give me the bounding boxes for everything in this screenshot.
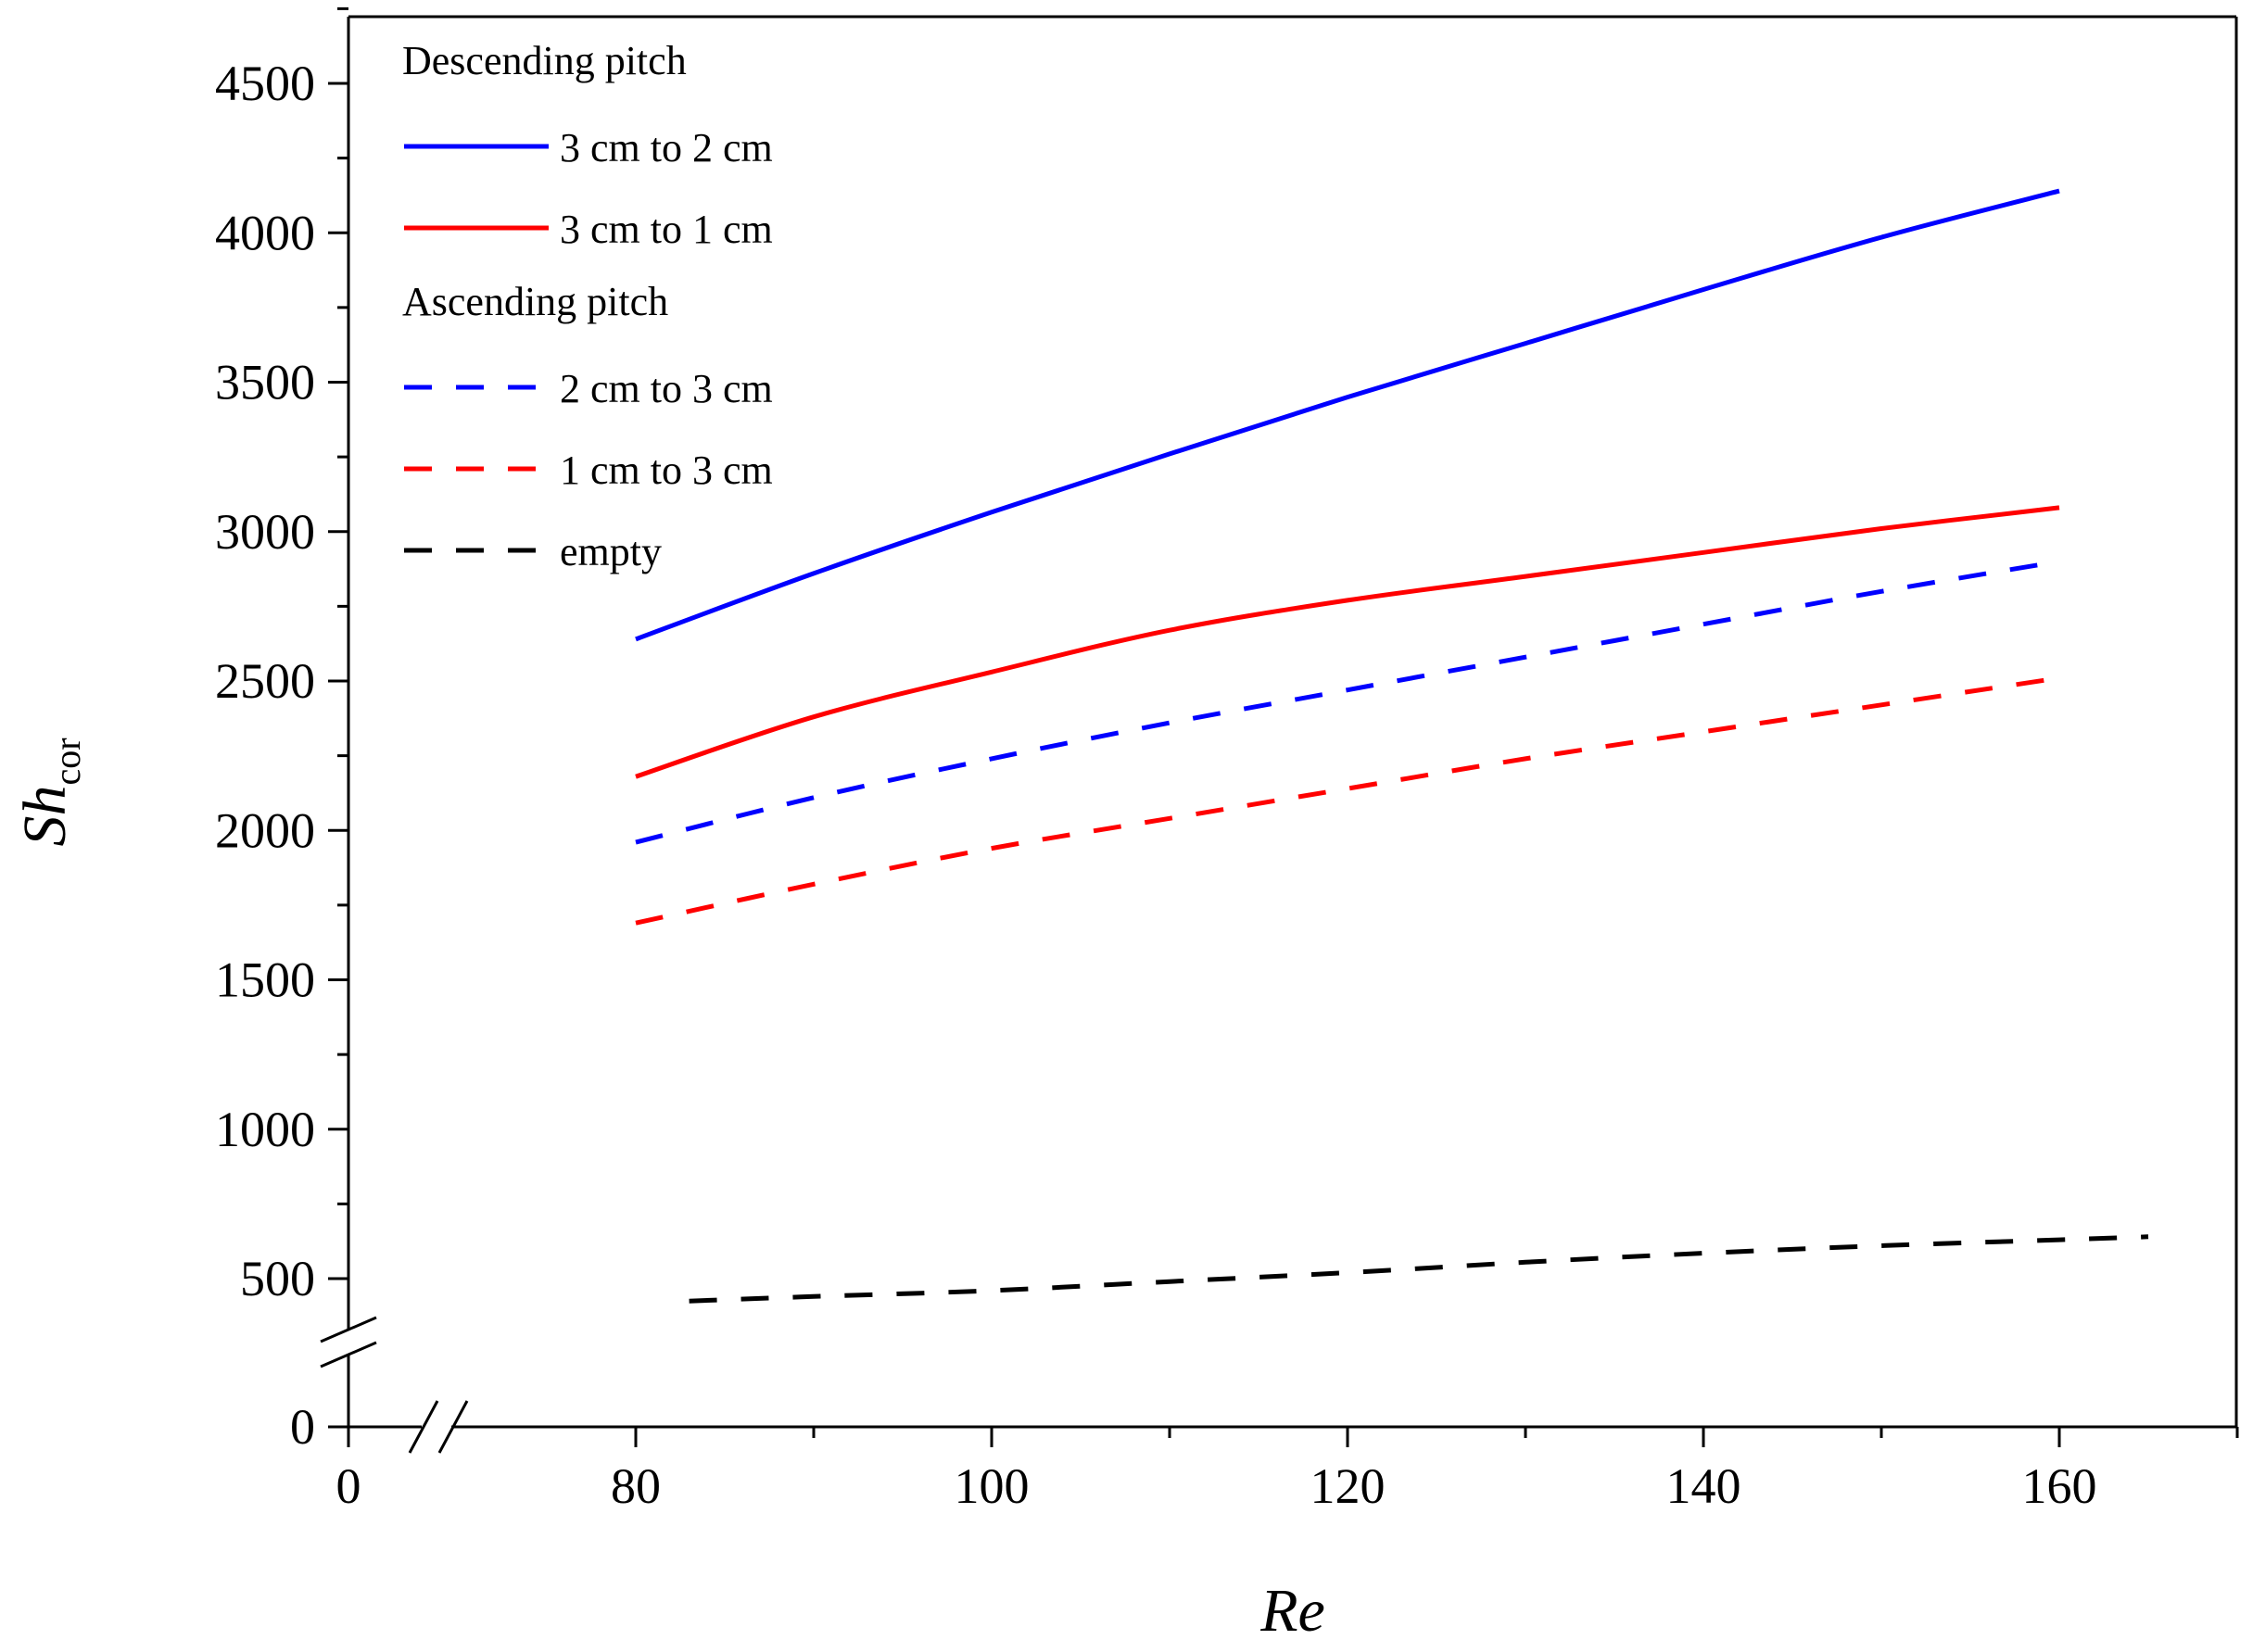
- series-line-1-cm-to-3-cm: [635, 675, 2060, 926]
- legend-label: empty: [560, 529, 662, 574]
- legend-label: 3 cm to 2 cm: [560, 125, 773, 170]
- y-axis-break-mark: [320, 1341, 377, 1368]
- y-tick-label: 3000: [215, 504, 315, 560]
- series-line-2-cm-to-3-cm: [635, 559, 2060, 845]
- series-layer: [635, 188, 2149, 1304]
- legend-label: 2 cm to 3 cm: [560, 366, 773, 411]
- x-axis-break-mark: [437, 1400, 469, 1454]
- x-axis-title: Re: [1259, 1577, 1325, 1645]
- y-axis-title-main: Sh: [11, 786, 79, 847]
- y-tick-label: 1000: [215, 1102, 315, 1157]
- legend-group-title: Descending pitch: [402, 38, 687, 83]
- y-tick-label: 4000: [215, 205, 315, 260]
- x-tick-label: 100: [955, 1458, 1030, 1514]
- y-tick-label: 500: [240, 1251, 315, 1306]
- x-tick-label: 140: [1666, 1458, 1741, 1514]
- y-tick-label: 4500: [215, 56, 315, 111]
- x-tick-label: 0: [336, 1458, 361, 1514]
- series-line-3-cm-to-2-cm: [635, 188, 2060, 642]
- legend: Descending pitch 3 cm to 2 cm 3 cm to 1 cm…: [402, 38, 773, 574]
- plot-axes: 0 500 1000 1500 2000 2500 3000 3500 4000 4500 0 80 1…: [215, 6, 2239, 1514]
- y-tick-label: 2500: [215, 653, 315, 709]
- y-axis-break-mark: [320, 1316, 377, 1343]
- x-tick-label: 80: [611, 1458, 661, 1514]
- y-axis-title: Shcor: [11, 738, 88, 846]
- y-tick-label: 0: [290, 1399, 315, 1455]
- legend-label: 1 cm to 3 cm: [560, 448, 773, 493]
- y-tick-label: 2000: [215, 802, 315, 858]
- y-axis-title-subscript: cor: [46, 738, 88, 785]
- legend-label: 3 cm to 1 cm: [560, 207, 773, 252]
- y-tick-label: 3500: [215, 355, 315, 410]
- series-line-3-cm-to-1-cm: [635, 505, 2060, 779]
- legend-group-title: Ascending pitch: [402, 279, 668, 324]
- x-tick-label: 160: [2022, 1458, 2097, 1514]
- y-tick-label: 1500: [215, 952, 315, 1008]
- x-axis-break-mark: [408, 1400, 439, 1454]
- x-tick-label: 120: [1310, 1458, 1386, 1514]
- series-line-empty: [689, 1234, 2149, 1304]
